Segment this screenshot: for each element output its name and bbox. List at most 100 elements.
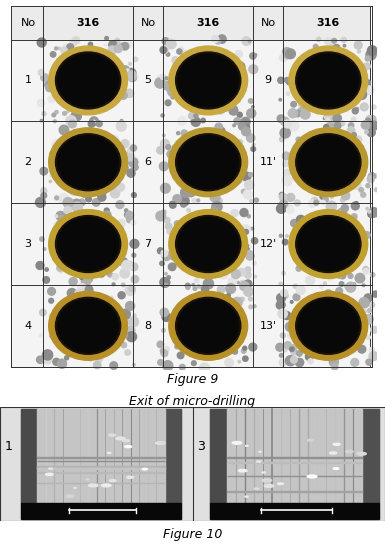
Circle shape [103,99,106,102]
Circle shape [277,115,285,123]
Circle shape [347,127,355,134]
Text: 13': 13' [260,321,277,331]
Circle shape [294,110,301,117]
Circle shape [65,217,68,221]
Circle shape [334,217,337,220]
Circle shape [229,140,235,146]
Circle shape [167,151,173,158]
Circle shape [41,188,47,194]
Circle shape [206,301,216,310]
Circle shape [163,81,172,90]
Ellipse shape [296,52,361,109]
Circle shape [92,87,99,94]
Circle shape [374,188,378,192]
Circle shape [114,45,122,52]
Circle shape [120,92,127,99]
Circle shape [223,90,226,93]
Circle shape [203,47,209,54]
Circle shape [305,173,310,178]
Circle shape [109,257,115,264]
Circle shape [214,203,217,206]
Circle shape [51,159,55,163]
Circle shape [62,330,68,336]
Circle shape [218,338,222,341]
Circle shape [211,207,218,214]
Circle shape [82,331,89,339]
Circle shape [346,60,355,67]
Circle shape [259,451,261,452]
Circle shape [340,264,346,270]
Circle shape [362,284,365,287]
Circle shape [368,116,376,124]
Circle shape [264,485,274,487]
Circle shape [74,487,76,488]
Circle shape [162,329,166,332]
Circle shape [339,282,344,286]
Circle shape [41,193,47,198]
Text: 9: 9 [265,75,272,85]
Circle shape [345,61,354,70]
Text: 8: 8 [145,321,152,331]
Circle shape [198,105,207,114]
Circle shape [50,173,54,177]
Circle shape [217,324,220,328]
Circle shape [174,320,181,327]
Circle shape [324,243,334,253]
Circle shape [293,294,300,301]
Text: 4: 4 [25,321,32,331]
Circle shape [335,350,340,355]
Circle shape [227,157,230,160]
Circle shape [49,180,52,183]
Circle shape [121,149,124,152]
Circle shape [89,357,92,361]
Circle shape [366,50,376,60]
Circle shape [55,196,59,200]
Circle shape [283,120,291,128]
Circle shape [241,118,250,126]
Circle shape [223,213,230,221]
Circle shape [238,140,243,144]
Circle shape [296,216,305,224]
Circle shape [348,123,354,128]
Circle shape [75,152,85,162]
Circle shape [39,334,42,337]
Circle shape [333,270,340,277]
Circle shape [164,346,169,352]
Circle shape [234,165,244,174]
Ellipse shape [289,46,368,115]
Circle shape [60,144,63,146]
Circle shape [196,94,204,101]
Circle shape [95,241,102,248]
Ellipse shape [176,216,241,272]
Circle shape [35,198,45,207]
Circle shape [45,473,53,476]
Circle shape [306,276,315,285]
Circle shape [365,130,368,134]
Circle shape [169,202,176,208]
Circle shape [60,141,70,151]
Circle shape [55,215,58,217]
Circle shape [311,351,314,355]
Circle shape [45,357,52,364]
Circle shape [290,347,294,351]
Ellipse shape [58,136,119,189]
Bar [12,7,370,40]
Circle shape [95,81,105,91]
Circle shape [165,100,171,106]
Circle shape [129,286,135,292]
Circle shape [372,291,378,297]
Circle shape [243,190,253,199]
Circle shape [179,364,185,370]
Circle shape [130,145,137,151]
Circle shape [133,314,136,317]
Circle shape [130,240,139,248]
Circle shape [238,268,246,276]
Circle shape [234,118,241,124]
Circle shape [338,213,345,219]
Circle shape [181,144,188,152]
Circle shape [172,145,176,149]
Circle shape [320,194,325,199]
Circle shape [65,158,70,163]
Circle shape [161,250,167,257]
Circle shape [88,316,91,319]
